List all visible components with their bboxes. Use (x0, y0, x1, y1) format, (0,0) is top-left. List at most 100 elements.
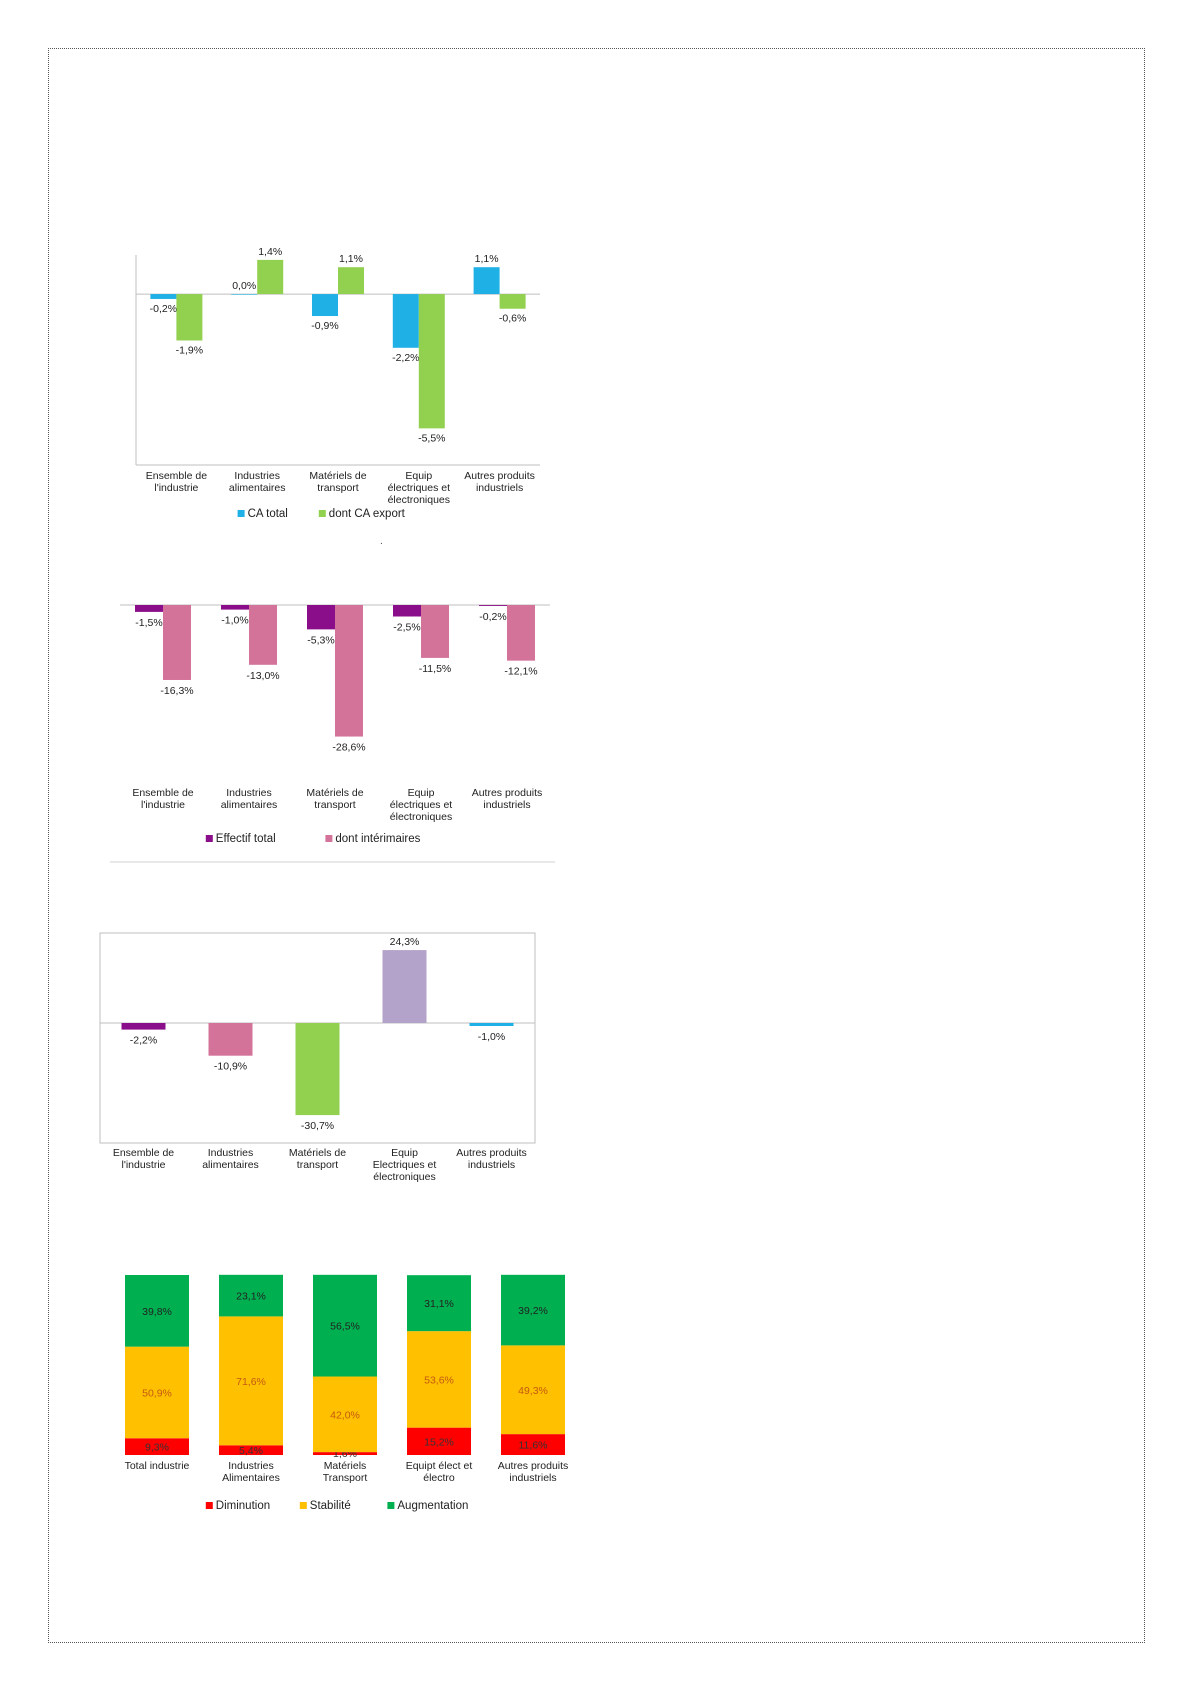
data-label: -1,0% (221, 615, 248, 627)
x-tick-label: Autres produits industriels (464, 470, 535, 494)
bar (479, 605, 507, 606)
data-label: 0,0% (232, 280, 256, 292)
x-tick-label: Autres produits industriels (472, 787, 543, 811)
x-tick-label: Ensemble de l'industrie (146, 470, 207, 494)
bar-segment (313, 1274, 377, 1377)
bar (307, 605, 335, 630)
legend-label: dont CA export (329, 508, 406, 520)
legend-label: dont intérimaires (335, 833, 420, 845)
data-label: 5,4% (239, 1445, 263, 1457)
x-tick-label: Equip électriques et électroniques (390, 787, 453, 823)
data-label: -13,0% (246, 670, 279, 682)
data-label: -0,2% (479, 611, 506, 623)
legend-swatch (325, 835, 333, 842)
data-label: -1,0% (478, 1031, 505, 1043)
bar (163, 605, 191, 680)
data-label: 56,5% (330, 1321, 360, 1333)
data-label: -10,9% (214, 1061, 247, 1073)
bar-segment (501, 1434, 565, 1455)
bar-segment (407, 1275, 471, 1332)
bar (382, 950, 427, 1023)
bar-segment (219, 1274, 283, 1317)
data-label: -16,3% (160, 685, 193, 697)
data-label: 49,3% (518, 1385, 548, 1397)
legend-swatch (299, 1502, 307, 1509)
x-tick-label: Matériels Transport (323, 1460, 368, 1484)
bar-segment (125, 1275, 189, 1347)
bar (418, 294, 445, 429)
data-label: 23,1% (236, 1291, 266, 1303)
data-label: 24,3% (390, 936, 420, 948)
data-label: -30,7% (301, 1120, 334, 1132)
x-tick-label: Industries alimentaires (221, 787, 278, 811)
legend-swatch (237, 510, 245, 517)
chart-single-series: -2,2% Ensemble de l'industrie -10,9% Industr… (99, 932, 536, 1183)
legend-label: Augmentation (397, 1500, 468, 1512)
x-tick-label: Equip Electriques et électroniques (373, 1147, 437, 1183)
data-label: 42,0% (330, 1409, 360, 1421)
legend-label: Diminution (216, 1500, 270, 1512)
legend-swatch (205, 835, 213, 842)
bar (338, 267, 364, 295)
bar (473, 267, 500, 295)
legend-label: Effectif total (216, 833, 276, 845)
data-label: -5,5% (418, 432, 445, 444)
bar-segment (501, 1274, 565, 1346)
chart-employment: -1,5% -16,3% Ensemble de l'industrie -1,0% -1… (110, 604, 555, 863)
data-label: -1,5% (135, 617, 162, 629)
bar-segment (407, 1331, 471, 1428)
data-label: -2,2% (130, 1035, 157, 1047)
data-label: -0,2% (150, 303, 177, 315)
bar (249, 605, 277, 665)
data-label: -2,5% (393, 622, 420, 634)
data-label: -28,6% (332, 742, 365, 754)
x-tick-label: Matériels de transport (309, 470, 366, 494)
data-label: -2,2% (392, 352, 419, 364)
bar-segment (219, 1316, 283, 1446)
bar (221, 605, 249, 610)
bar-segment (125, 1438, 189, 1455)
data-label: 39,8% (142, 1306, 172, 1318)
data-label: 50,9% (142, 1387, 172, 1399)
bar-segment (313, 1376, 377, 1453)
x-tick-label: Matériels de transport (289, 1147, 346, 1171)
data-label: 39,2% (518, 1305, 548, 1317)
chart-turnover: -0,2% -1,9% Ensemble de l'industrie 0,0% 1,4%… (135, 246, 540, 520)
x-tick-label: Autres produits industriels (498, 1460, 569, 1484)
bar (176, 294, 203, 341)
bar (312, 294, 338, 317)
x-tick-label: Ensemble de l'industrie (132, 787, 193, 811)
x-tick-label: Total industrie (125, 1460, 190, 1472)
bar (257, 259, 284, 295)
x-tick-label: Industries alimentaires (229, 470, 286, 494)
separator-dot: . (380, 536, 383, 547)
bar-segment (407, 1427, 471, 1455)
data-label: -0,9% (311, 320, 338, 332)
x-tick-label: Ensemble de l'industrie (113, 1147, 174, 1171)
data-label: 1,4% (258, 246, 282, 258)
bar (507, 605, 535, 661)
data-label: 71,6% (236, 1376, 266, 1388)
x-tick-label: Matériels de transport (306, 787, 363, 811)
plot-area-border (99, 932, 536, 1144)
data-label: 15,2% (424, 1436, 454, 1448)
bar-segment (219, 1445, 283, 1455)
bar (393, 605, 421, 617)
data-label: 9,3% (145, 1442, 169, 1454)
bar (421, 605, 449, 658)
data-label: -0,6% (499, 313, 526, 325)
legend-swatch (318, 510, 326, 517)
data-label: -12,1% (504, 666, 537, 678)
x-tick-label: Equip électriques et électroniques (388, 470, 451, 506)
x-tick-label: Industries alimentaires (202, 1147, 259, 1171)
data-label: 31,1% (424, 1298, 454, 1310)
bar (469, 1023, 514, 1026)
bar-segment (313, 1452, 377, 1455)
legend-swatch (205, 1502, 213, 1509)
data-label: -5,3% (307, 634, 334, 646)
bar (121, 1023, 166, 1030)
bar (231, 294, 258, 295)
x-tick-label: Equipt élect et électro (406, 1460, 473, 1484)
bar (335, 605, 363, 737)
page-border (48, 48, 1145, 1643)
